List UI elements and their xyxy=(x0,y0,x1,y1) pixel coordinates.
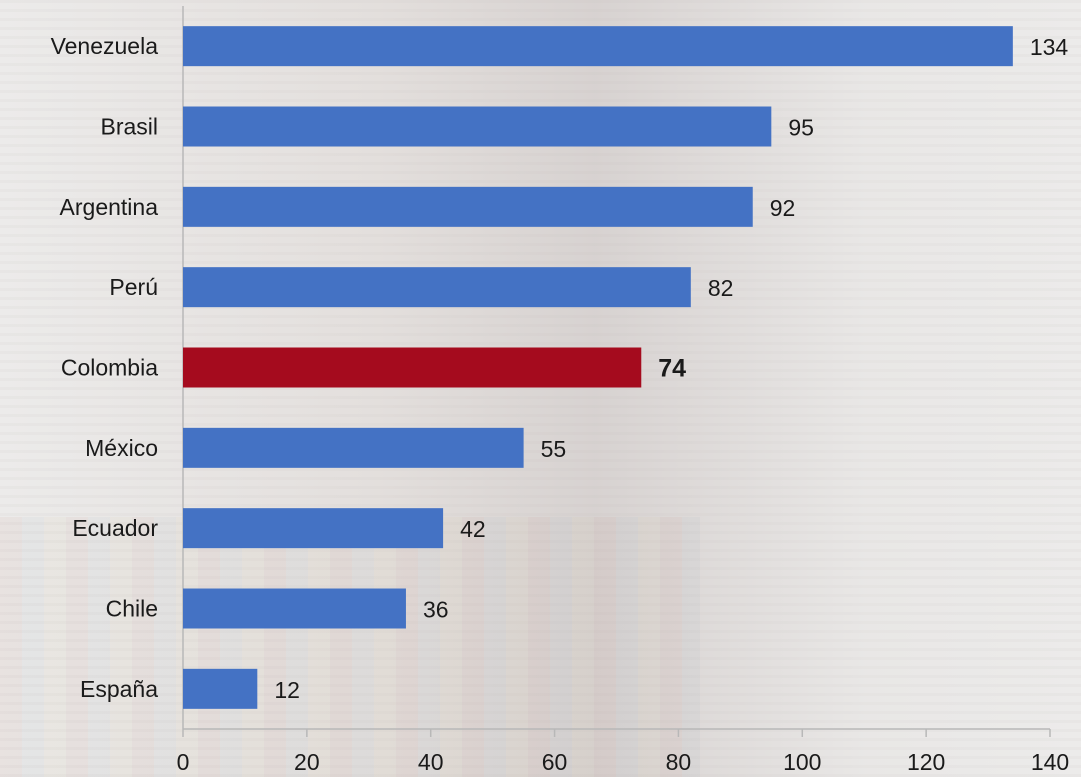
category-label: Venezuela xyxy=(51,33,159,59)
x-tick-label: 100 xyxy=(783,749,821,775)
bar-españa xyxy=(183,668,258,709)
category-label: Argentina xyxy=(60,194,159,220)
category-label: Chile xyxy=(106,596,158,622)
x-tick-label: 60 xyxy=(542,749,568,775)
bar-perú xyxy=(183,267,691,308)
bar-brasil xyxy=(183,106,772,147)
category-label: Colombia xyxy=(61,355,158,381)
bar-colombia xyxy=(183,347,642,388)
value-label: 36 xyxy=(423,597,449,623)
value-label: 82 xyxy=(708,275,734,301)
x-tick-label: 0 xyxy=(177,749,190,775)
bar-méxico xyxy=(183,427,524,468)
value-label: 92 xyxy=(770,195,796,221)
category-label: España xyxy=(80,676,158,702)
bar-chile xyxy=(183,588,406,629)
x-tick-label: 40 xyxy=(418,749,444,775)
x-tick-label: 20 xyxy=(294,749,320,775)
bar-ecuador xyxy=(183,508,444,549)
value-label: 95 xyxy=(788,115,814,141)
value-label: 74 xyxy=(658,355,686,383)
category-label: Brasil xyxy=(100,114,158,140)
x-tick-label: 80 xyxy=(666,749,692,775)
category-label: México xyxy=(85,435,158,461)
category-label: Perú xyxy=(109,274,158,300)
x-tick-label: 140 xyxy=(1031,749,1069,775)
category-label: Ecuador xyxy=(72,515,158,541)
bar-venezuela xyxy=(183,26,1013,67)
value-label: 55 xyxy=(541,436,567,462)
bar-argentina xyxy=(183,186,753,227)
value-label: 134 xyxy=(1030,34,1069,60)
x-tick-label: 120 xyxy=(907,749,945,775)
value-label: 42 xyxy=(460,516,486,542)
background-blocks xyxy=(0,517,700,777)
value-label: 12 xyxy=(274,677,300,703)
